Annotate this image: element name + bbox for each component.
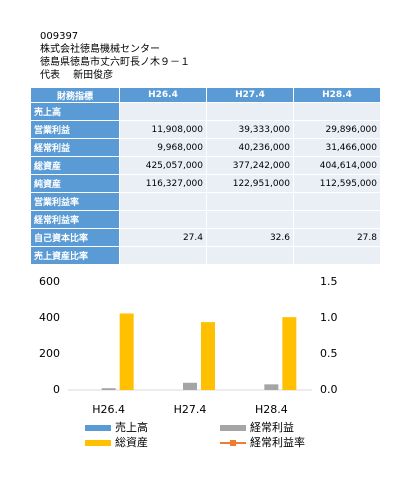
cell <box>294 103 380 120</box>
table-row: 経常利益 9,968,000 40,236,000 31,466,000 <box>31 139 380 156</box>
row-label: 総資産 <box>31 157 119 174</box>
cell <box>207 193 293 210</box>
cell: 40,236,000 <box>207 139 293 156</box>
y2-tick-label: 0.5 <box>320 347 338 360</box>
header-line: 代表 新田俊彦 <box>40 70 114 81</box>
bar <box>183 382 197 390</box>
column-header: H28.4 <box>294 88 380 102</box>
bar <box>201 322 215 390</box>
table-row: 営業利益率 <box>31 193 380 210</box>
y2-tick-label: 0.0 <box>320 383 338 396</box>
cell: 27.4 <box>120 229 206 246</box>
column-header: 財務指標 <box>31 88 119 102</box>
cell <box>207 211 293 228</box>
legend-swatch <box>85 440 111 446</box>
y-tick-label: 0 <box>53 383 60 396</box>
y2-tick-label: 1.5 <box>320 275 338 288</box>
financial-table: 財務指標 H26.4 H27.4 H28.4 売上高 営業利益 11,908,000 39,3… <box>30 87 381 265</box>
cell: 9,968,000 <box>120 139 206 156</box>
header-line: 株式会社徳島機械センター <box>40 44 160 55</box>
cell: 404,614,000 <box>294 157 380 174</box>
bar <box>264 384 279 390</box>
cell <box>120 193 206 210</box>
table-row: 営業利益 11,908,000 39,333,000 29,896,000 <box>31 121 380 138</box>
cell <box>120 247 206 264</box>
cell: 112,595,000 <box>294 175 380 192</box>
cell <box>294 247 380 264</box>
cell: 122,951,000 <box>207 175 293 192</box>
y-tick-label: 400 <box>39 311 60 324</box>
company-header: 009397 株式会社徳島機械センター徳島県徳島市丈六町長ノ木９－１ 代表 新田俊彦 <box>40 30 190 82</box>
row-label: 自己資本比率 <box>31 229 119 246</box>
table-row: 自己資本比率 27.4 32.6 27.8 <box>31 229 380 246</box>
y-tick-label: 600 <box>39 275 60 288</box>
table-row: 売上資産比率 <box>31 247 380 264</box>
cell: 425,057,000 <box>120 157 206 174</box>
cell <box>294 211 380 228</box>
cell: 116,327,000 <box>120 175 206 192</box>
cell: 32.6 <box>207 229 293 246</box>
legend-marker <box>230 440 236 446</box>
legend-swatch <box>85 425 111 431</box>
header-line: 009397 <box>40 31 79 42</box>
legend-label: 経常利益率 <box>250 435 305 449</box>
cell: 31,466,000 <box>294 139 380 156</box>
x-tick-label: H27.4 <box>174 403 207 416</box>
row-label: 営業利益率 <box>31 193 119 210</box>
legend-swatch <box>220 425 246 431</box>
table-row: 総資産 425,057,000 377,242,000 404,614,000 <box>31 157 380 174</box>
cell <box>207 247 293 264</box>
cell: 39,333,000 <box>207 121 293 138</box>
bar <box>282 317 297 390</box>
header-line: 徳島県徳島市丈六町長ノ木９－１ <box>40 57 190 68</box>
cell: 377,242,000 <box>207 157 293 174</box>
legend-label: 総資産 <box>115 435 148 449</box>
cell <box>294 193 380 210</box>
bar <box>119 313 134 390</box>
table-row: 売上高 <box>31 103 380 120</box>
cell <box>120 103 206 120</box>
chart: 0 200 400 600 0.0 0.5 1.0 1.5 H26.4 H27.4 H28.4 売上高… <box>39 275 338 449</box>
cell: 29,896,000 <box>294 121 380 138</box>
cell: 27.8 <box>294 229 380 246</box>
column-header: H26.4 <box>120 88 206 102</box>
legend-label: 売上高 <box>115 420 148 434</box>
header-row: 財務指標 H26.4 H27.4 H28.4 <box>31 88 380 102</box>
bar <box>101 388 116 390</box>
cell: 11,908,000 <box>120 121 206 138</box>
y2-tick-label: 1.0 <box>320 311 338 324</box>
row-label: 経常利益 <box>31 139 119 156</box>
row-label: 売上資産比率 <box>31 247 119 264</box>
row-label: 営業利益 <box>31 121 119 138</box>
table-row: 純資産 116,327,000 122,951,000 112,595,000 <box>31 175 380 192</box>
table-row: 経常利益率 <box>31 211 380 228</box>
legend-label: 経常利益 <box>250 420 294 434</box>
row-label: 売上高 <box>31 103 119 120</box>
x-tick-label: H28.4 <box>255 403 288 416</box>
cell <box>207 103 293 120</box>
x-tick-label: H26.4 <box>92 403 125 416</box>
row-label: 純資産 <box>31 175 119 192</box>
row-label: 経常利益率 <box>31 211 119 228</box>
y-tick-label: 200 <box>39 347 60 360</box>
cell <box>120 211 206 228</box>
column-header: H27.4 <box>207 88 293 102</box>
